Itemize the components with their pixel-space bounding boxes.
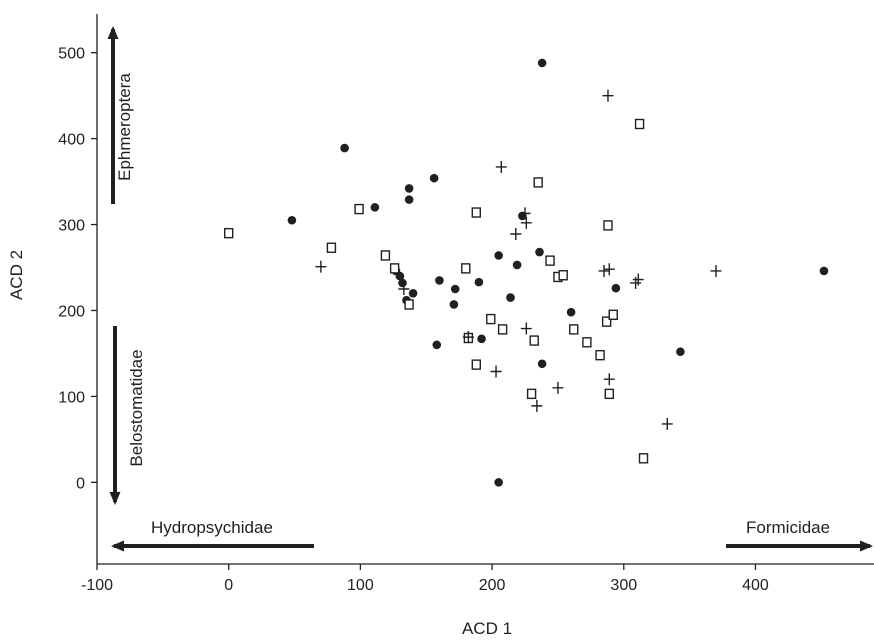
plus-point	[490, 365, 502, 378]
plus-point	[315, 260, 327, 273]
plus-point	[462, 331, 474, 344]
plus-point	[510, 228, 522, 240]
open-square-point	[389, 263, 400, 274]
x-tick-label: 100	[347, 577, 374, 594]
open-square-point	[354, 203, 364, 215]
plus-point	[598, 264, 610, 277]
filled-circle-point	[506, 293, 515, 302]
open-square-point	[558, 270, 568, 281]
plus-point	[552, 381, 564, 394]
plus-point	[520, 322, 532, 335]
y-tick-label: 200	[58, 303, 85, 320]
y-tick-label: 400	[58, 132, 85, 149]
arrow-ephmeroptera-head	[107, 26, 119, 39]
filled-circle-point	[535, 247, 544, 257]
filled-circle-point	[340, 143, 349, 153]
plus-point	[520, 216, 532, 229]
open-square-point	[497, 324, 508, 335]
open-square-point	[533, 177, 543, 188]
plus-point	[710, 264, 722, 277]
filled-circle-point	[477, 334, 486, 344]
y-ticks: 0 100 200 300 400 500	[58, 46, 97, 492]
plus-point	[630, 276, 642, 289]
filled-circle-point	[395, 271, 405, 281]
plus-point	[531, 399, 543, 412]
filled-circle-point	[611, 283, 621, 293]
y-tick-label: 100	[58, 389, 85, 406]
data-points	[223, 58, 829, 487]
filled-circle-point	[404, 195, 414, 204]
x-tick-label: 300	[610, 577, 637, 594]
open-square-point	[604, 388, 614, 400]
plus-point	[603, 263, 615, 276]
y-tick-label: 0	[76, 475, 85, 492]
open-square-point	[486, 313, 496, 325]
open-square-point	[582, 337, 592, 348]
x-tick-label: 400	[742, 577, 769, 594]
filled-circle-point	[398, 278, 407, 288]
annotation-belostomatidae: Belostomatidae	[127, 349, 146, 466]
x-tick-label: 200	[479, 577, 506, 594]
x-axis-label: ACD 1	[462, 619, 512, 638]
plus-point	[495, 160, 507, 173]
open-square-point	[223, 227, 234, 239]
open-square-point	[471, 359, 481, 370]
filled-circle-point	[287, 215, 297, 225]
arrow-belostomatidae-head	[109, 492, 121, 505]
plus-point	[519, 207, 531, 220]
open-square-point	[461, 263, 471, 274]
x-ticks: -100 0 100 200 300 400	[81, 564, 769, 594]
open-square-point	[529, 335, 539, 346]
filled-circle-point	[435, 276, 444, 285]
open-square-point	[404, 299, 414, 310]
filled-circle-point	[449, 300, 459, 309]
x-tick-label: -100	[81, 577, 113, 594]
filled-circle-point	[370, 203, 380, 212]
open-square-point	[569, 324, 579, 335]
open-square-point	[526, 388, 537, 400]
axes	[96, 14, 874, 565]
annotation-hydropsychidae: Hydropsychidae	[151, 518, 273, 537]
open-square-point	[595, 349, 605, 361]
open-square-point	[603, 220, 613, 231]
y-tick-label: 500	[58, 46, 85, 63]
open-square-point	[326, 242, 337, 253]
filled-circle-point	[537, 359, 547, 369]
y-tick-label: 300	[58, 218, 85, 235]
arrow-hydropsychidae-head	[111, 540, 124, 552]
open-square-point	[634, 118, 645, 130]
open-square-point	[471, 207, 481, 218]
filled-circle-point	[432, 340, 442, 350]
plus-point	[603, 373, 615, 386]
filled-circle-point	[819, 266, 829, 276]
open-square-point	[380, 250, 391, 261]
filled-circle-point	[512, 260, 522, 270]
filled-circle-point	[494, 478, 503, 487]
filled-circle-point	[404, 184, 414, 193]
plus-point	[661, 417, 673, 430]
open-square-point	[545, 255, 555, 266]
plus-point	[632, 273, 644, 286]
open-square-point	[608, 309, 618, 320]
annotation-ephmeroptera: Ephmeroptera	[115, 73, 134, 181]
filled-circle-point	[537, 58, 547, 68]
plus-point	[398, 283, 410, 295]
filled-circle-point	[450, 284, 460, 294]
filled-circle-point	[474, 277, 484, 287]
filled-circle-point	[408, 288, 418, 298]
filled-circle-point	[494, 251, 503, 260]
arrow-formicidae-head	[860, 540, 873, 552]
plus-point	[602, 89, 614, 102]
y-axis-label: ACD 2	[7, 250, 26, 300]
annotation-formicidae: Formicidae	[746, 518, 830, 537]
filled-circle-point	[566, 307, 576, 317]
filled-circle-point	[429, 173, 439, 183]
open-square-point	[601, 316, 612, 327]
open-square-point	[638, 453, 649, 464]
x-tick-label: 0	[224, 577, 233, 594]
filled-circle-point	[676, 347, 685, 357]
arrow-annotations	[107, 26, 873, 552]
